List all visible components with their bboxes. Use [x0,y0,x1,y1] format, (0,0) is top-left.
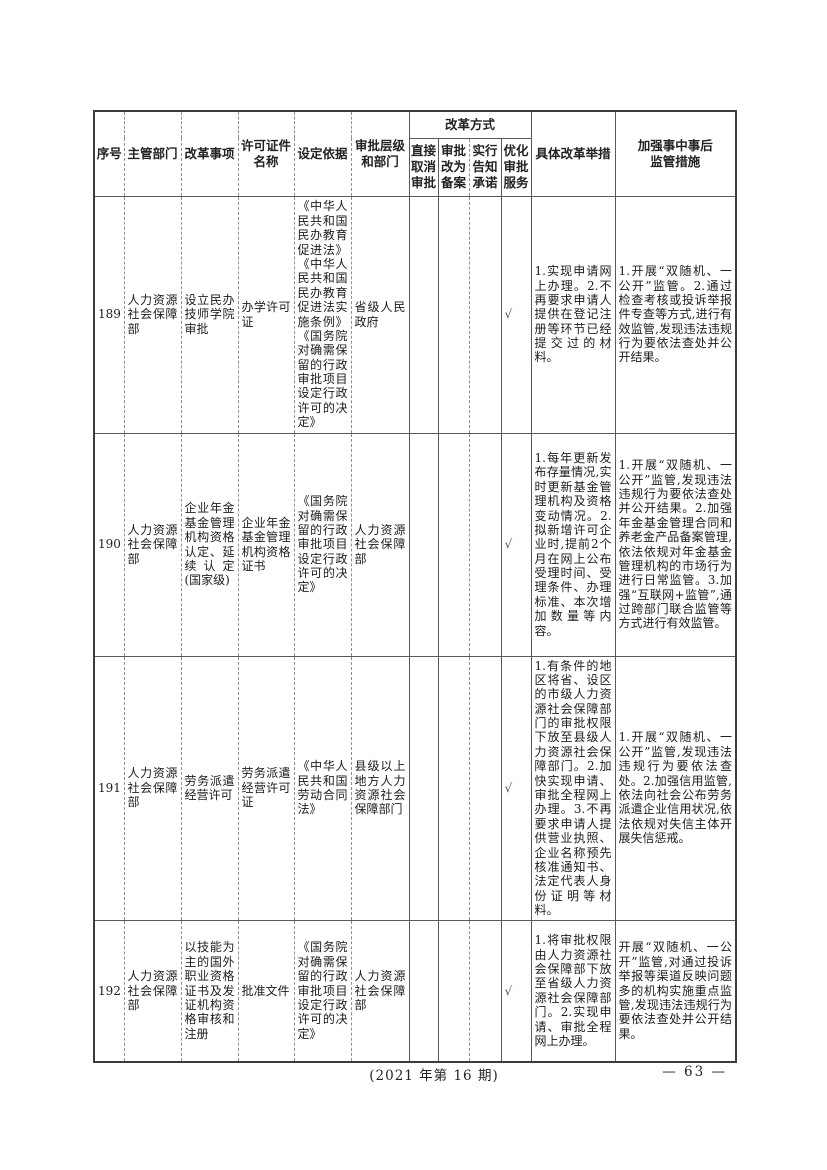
cell-check-optimize-service checkmark-icon: √ [500,655,532,921]
col-header-measures: 具体改革举措 [530,111,616,196]
cell-department: 人力资源社会保障部 [123,195,181,433]
col-header-direct-cancel: 直接取消审批 [408,137,438,196]
cell-serial: 192 [94,919,124,1063]
table-row: 192 人力资源社会保障部 以技能为主的国外职业资格证书及发证机构资格审核和注册… [94,919,737,1063]
cell-check-notify-commitment [468,655,501,921]
cell-setting-basis: 《国务院对确需保留的行政审批项目设定行政许可的决定》 [293,432,351,656]
table-row: 190 人力资源社会保障部 企业年金基金管理机构资格认定、延续认定(国家级) 企… [94,432,737,656]
cell-license-name: 办学许可证 [237,195,294,433]
cell-measures: 1.有条件的地区将省、设区的市级人力资源社会保障部门的审批权限下放至县级人力资源… [530,655,616,921]
cell-check-notify-commitment [468,432,501,656]
col-header-notify-commitment: 实行告知承诺 [468,137,501,196]
cell-setting-basis: 《中华人民共和国劳动合同法》 [293,655,351,921]
page-number: — 63 — [662,1064,727,1080]
table-row: 189 人力资源社会保障部 设立民办技师学院审批 办学许可证 《中华人民共和国民… [94,195,737,433]
cell-reform-item: 企业年金基金管理机构资格认定、延续认定(国家级) [180,432,238,656]
col-header-department: 主管部门 [123,111,181,196]
cell-check-to-filing [437,919,469,1063]
col-header-approval-level: 审批层级和部门 [350,111,409,196]
cell-check-direct-cancel [408,919,438,1063]
col-header-to-filing: 审批改为备案 [437,137,469,196]
cell-serial: 189 [94,195,124,433]
cell-check-direct-cancel [408,432,438,656]
cell-setting-basis: 《国务院对确需保留的行政审批项目设定行政许可的决定》 [293,919,351,1063]
cell-supervision: 1.开展“双随机、一公开”监管,发现违法违规行为要依法查处并公开结果。2.加强年… [614,432,737,656]
cell-serial: 190 [94,432,124,656]
cell-serial: 191 [94,655,124,921]
cell-approval-level: 人力资源社会保障部 [350,919,409,1063]
col-header-reform-method-group: 改革方式 [408,111,532,138]
cell-check-to-filing [437,432,469,656]
cell-reform-item: 设立民办技师学院审批 [180,195,238,433]
table-header: 序号 主管部门 改革事项 许可证件名称 设定依据 审批层级和部门 改革方式 具体… [94,111,737,196]
cell-reform-item: 劳务派遣经营许可 [180,655,238,921]
reform-table: 序号 主管部门 改革事项 许可证件名称 设定依据 审批层级和部门 改革方式 具体… [93,110,738,1064]
col-header-setting-basis: 设定依据 [293,111,351,196]
cell-measures: 1.每年更新发布存量情况,实时更新基金管理机构及资格变动情况。2.拟新增许可企业… [530,432,616,656]
table-row: 191 人力资源社会保障部 劳务派遣经营许可 劳务派遣经营许可证 《中华人民共和… [94,655,737,921]
cell-supervision: 1.开展“双随机、一公开”监管,发现违法违规行为要依法查处。2.加强信用监管,依… [614,655,737,921]
cell-measures: 1.实现申请网上办理。2.不再要求申请人提供在登记注册等环节已经提交过的材料。 [530,195,616,433]
cell-check-direct-cancel [408,655,438,921]
cell-department: 人力资源社会保障部 [123,655,181,921]
cell-check-to-filing [437,195,469,433]
table-body: 189 人力资源社会保障部 设立民办技师学院审批 办学许可证 《中华人民共和国民… [94,195,737,1063]
col-header-supervision: 加强事中事后 监管措施 [614,111,737,196]
reform-table-wrap: 序号 主管部门 改革事项 许可证件名称 设定依据 审批层级和部门 改革方式 具体… [93,110,738,1064]
col-header-no: 序号 [96,145,122,161]
col-header-optimize-service: 优化审批服务 [500,137,532,196]
cell-check-optimize-service checkmark-icon: √ [500,195,532,433]
cell-license-name: 批准文件 [237,919,294,1063]
cell-department: 人力资源社会保障部 [123,432,181,656]
cell-license-name: 劳务派遣经营许可证 [237,655,294,921]
cell-check-optimize-service checkmark-icon: √ [500,432,532,656]
cell-approval-level: 县级以上地方人力资源社会保障部门 [350,655,409,921]
cell-check-optimize-service checkmark-icon: √ [500,919,532,1063]
cell-approval-level: 省级人民政府 [350,195,409,433]
cell-department: 人力资源社会保障部 [123,919,181,1063]
cell-check-notify-commitment [468,919,501,1063]
cell-approval-level: 人力资源社会保障部 [350,432,409,656]
cell-setting-basis: 《中华人民共和国民办教育促进法》《中华人民共和国民办教育促进法实施条例》《国务院… [293,195,351,433]
cell-supervision: 开展“双随机、一公开”监管,对通过投诉举报等渠道反映问题多的机构实施重点监管,发… [614,919,737,1063]
col-header-license-name: 许可证件名称 [237,111,294,196]
cell-supervision: 1.开展“双随机、一公开”监管。2.通过检查考核或投诉举报件专查等方式,进行有效… [614,195,737,433]
cell-check-to-filing [437,655,469,921]
cell-measures: 1.将审批权限由人力资源社会保障部下放至省级人力资源社会保障部门。2.实现申请、… [530,919,616,1063]
col-header-reform-item: 改革事项 [180,111,238,196]
cell-check-notify-commitment [468,195,501,433]
issue-label: (2021 年第 16 期) [369,1068,499,1084]
cell-license-name: 企业年金基金管理机构资格证书 [237,432,294,656]
page-footer: (2021 年第 16 期) — 63 — [93,1064,735,1086]
cell-reform-item: 以技能为主的国外职业资格证书及发证机构资格审核和注册 [180,919,238,1063]
cell-check-direct-cancel [408,195,438,433]
